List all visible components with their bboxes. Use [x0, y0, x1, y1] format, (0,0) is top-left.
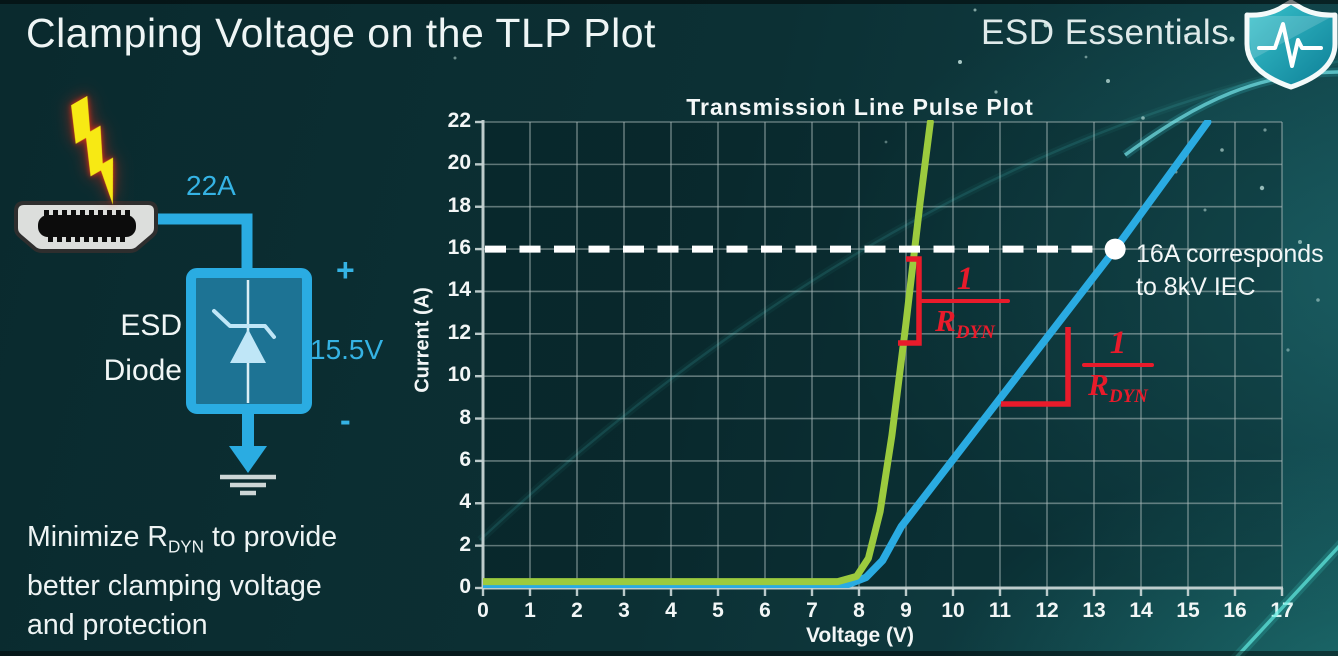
slope-triangle-blue — [1001, 327, 1071, 407]
y-tick-label: 22 — [447, 109, 471, 132]
takeaway-note: Minimize RDYN to provide better clamping… — [27, 518, 337, 645]
slope-bracket-green — [898, 256, 922, 346]
particle-dot — [994, 90, 998, 94]
arrow-down-icon — [229, 446, 267, 473]
y-tick-label: 12 — [447, 320, 471, 344]
threshold-marker-label: 16A corresponds to 8kV IEC — [1136, 238, 1324, 304]
page-title: Clamping Voltage on the TLP Plot — [26, 10, 656, 56]
x-tick-label: 7 — [806, 599, 818, 622]
particle-dot — [1259, 185, 1265, 191]
particle-dot — [1220, 148, 1224, 152]
particle-dot — [1263, 128, 1267, 132]
particle-dot — [453, 56, 457, 60]
particle-dot — [973, 8, 977, 12]
esd-diode-label: ESD Diode — [103, 309, 182, 387]
x-tick-label: 16 — [1223, 599, 1247, 622]
x-tick-label: 15 — [1176, 599, 1200, 622]
zener-diode-symbol — [212, 309, 276, 363]
plot-area — [483, 122, 1282, 588]
x-tick-label: 12 — [1035, 599, 1059, 622]
low-rdyn-curve — [483, 120, 934, 586]
background-swoosh-decoration — [477, 57, 1338, 656]
threshold-marker-dot — [1104, 238, 1126, 260]
fraction-bar — [1082, 363, 1154, 367]
threshold-annotation — [485, 238, 1126, 260]
y-tick-label: 18 — [447, 193, 471, 217]
x-tick-label: 6 — [759, 599, 771, 622]
x-tick-label: 1 — [524, 599, 536, 622]
particle-dot — [1043, 22, 1049, 28]
hdmi-connector-icon — [14, 201, 158, 253]
particle-dot — [838, 98, 842, 102]
particle-dot — [1184, 34, 1188, 38]
x-tick-label: 2 — [571, 599, 583, 622]
x-tick-label: 11 — [988, 599, 1012, 622]
ground-icon — [220, 474, 276, 496]
x-axis-title: Voltage (V) — [805, 624, 915, 647]
x-tick-label: 14 — [1129, 599, 1153, 622]
x-tick-label: 4 — [665, 599, 677, 622]
polarity-plus-label: + — [336, 252, 355, 288]
x-tick-label: 10 — [941, 599, 965, 622]
rdyn-slope-label-blue: 1 RDYN — [1080, 324, 1156, 414]
clamp-voltage-label: 15.5V — [310, 334, 384, 365]
particle-dot — [1203, 208, 1207, 212]
ground-connection — [220, 410, 276, 496]
y-tick-label: 16 — [447, 236, 471, 260]
x-tick-label: 13 — [1082, 599, 1106, 622]
shield-logo-icon — [1244, 0, 1338, 90]
brand-name: ESD Essentials — [981, 13, 1230, 52]
lightning-bolt-icon — [71, 95, 114, 205]
x-tick-label: 3 — [618, 599, 630, 622]
particle-dot — [1106, 79, 1110, 83]
particle-dot — [1298, 240, 1302, 244]
y-tick-label: 14 — [447, 278, 471, 302]
particle-dot — [1084, 55, 1088, 59]
particle-dot — [884, 140, 888, 144]
fraction-bar — [920, 299, 1010, 303]
note-line1: Minimize RDYN to provide — [27, 521, 338, 557]
note-line2: better clamping voltage — [27, 569, 322, 602]
particle-dot — [958, 60, 962, 64]
particle-dot — [1286, 348, 1290, 352]
y-axis-title: Current (A) — [411, 287, 434, 393]
threshold-marker-label-line1: 16A corresponds — [1136, 240, 1324, 268]
y-tick-label: 0 — [459, 575, 471, 598]
particle-dot — [1316, 298, 1320, 302]
x-tick-label: 8 — [853, 599, 865, 622]
esd-circuit-diagram — [14, 95, 312, 496]
pulse-line-icon — [1257, 22, 1323, 68]
y-tick-label: 20 — [447, 151, 471, 175]
surge-current-label: 22A — [186, 170, 236, 201]
wire — [156, 213, 253, 278]
esd-diode-box — [186, 268, 312, 414]
particle-dot — [1229, 36, 1235, 42]
x-tick-label: 9 — [900, 599, 912, 622]
threshold-marker-label-line2: to 8kV IEC — [1136, 273, 1256, 301]
y-tick-label: 6 — [459, 447, 471, 471]
particle-dots-decoration — [453, 8, 1320, 352]
rdyn-slope-label-green: 1 RDYN — [918, 260, 1012, 350]
y-tick-label: 2 — [459, 532, 471, 556]
note-line3: and protection — [27, 608, 208, 641]
particle-dot — [1141, 116, 1145, 120]
x-tick-label: 0 — [477, 599, 489, 622]
x-tick-label: 5 — [712, 599, 724, 622]
y-tick-label: 8 — [459, 405, 471, 429]
y-tick-label: 4 — [459, 490, 471, 514]
y-tick-label: 10 — [447, 363, 471, 387]
polarity-minus-label: - — [340, 402, 351, 438]
chart-title: Transmission Line Pulse Plot — [686, 94, 1034, 120]
slope-indicators — [898, 256, 1071, 407]
